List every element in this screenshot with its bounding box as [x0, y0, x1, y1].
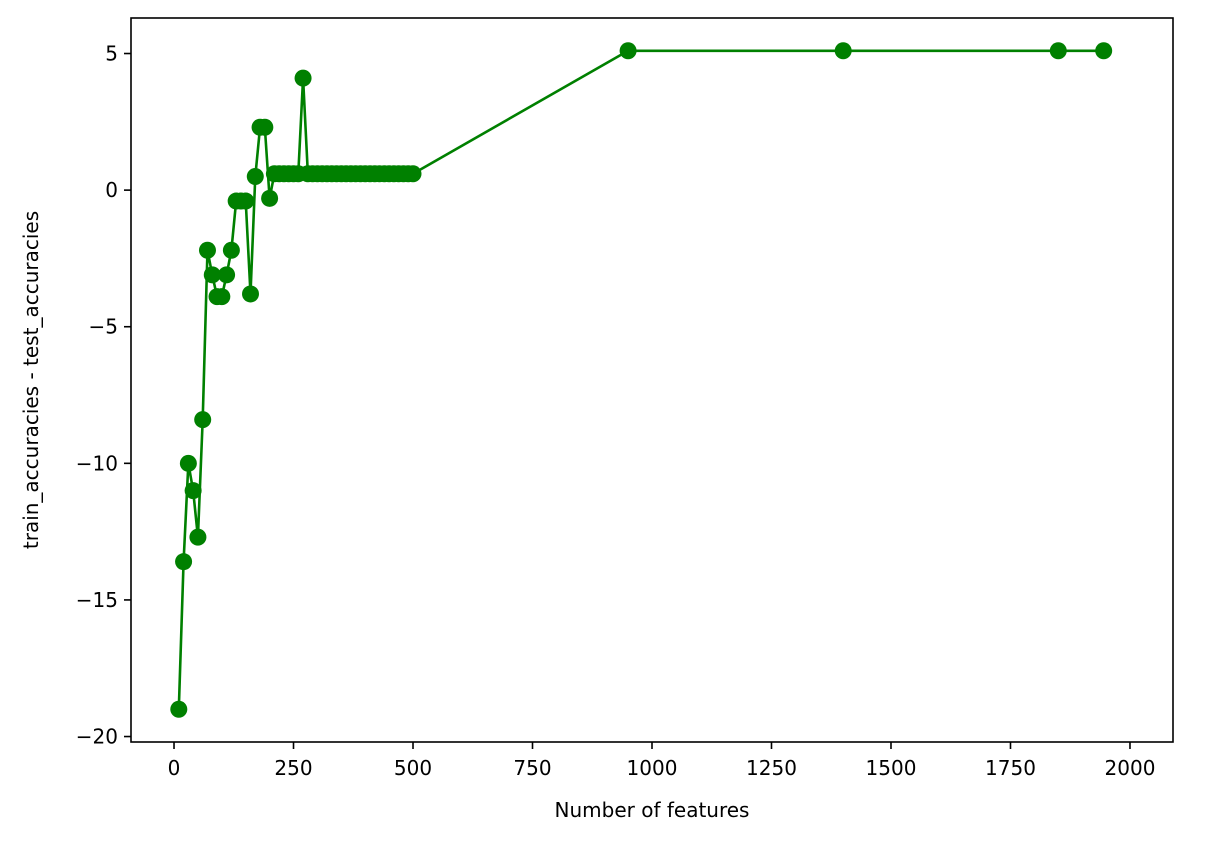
data-point	[203, 266, 221, 284]
y-tick-label: 5	[105, 42, 118, 66]
data-point	[184, 482, 202, 500]
y-tick-label: −5	[89, 315, 118, 339]
data-point	[1049, 42, 1067, 60]
y-axis-title: train_accuracies - test_accuracies	[19, 211, 43, 549]
data-point	[198, 241, 216, 259]
data-point	[222, 241, 240, 259]
data-point	[218, 266, 236, 284]
y-tick-label: −10	[76, 451, 118, 475]
data-point	[256, 118, 274, 136]
data-point	[404, 165, 422, 183]
x-tick-label: 1500	[866, 756, 917, 780]
x-tick-label: 2000	[1105, 756, 1156, 780]
data-point	[242, 285, 259, 303]
y-tick-label: −15	[76, 588, 118, 612]
axes: 0 250 500 750 1000 1250 1500 1750 2000 5 0 −5 −10 −15…	[76, 17, 1174, 780]
x-tick-label: 1250	[746, 756, 797, 780]
data-point	[189, 528, 207, 546]
data-point	[175, 553, 193, 571]
data-point	[170, 700, 188, 718]
y-tick-label: −20	[76, 725, 118, 749]
x-tick-label: 500	[394, 756, 432, 780]
x-tick-label: 250	[274, 756, 312, 780]
data-point	[179, 454, 197, 472]
data-point	[834, 42, 852, 60]
x-tick-label: 1750	[985, 756, 1036, 780]
data-point	[261, 189, 279, 207]
data-point	[213, 288, 231, 306]
x-tick-label: 1000	[627, 756, 678, 780]
y-tick-label: 0	[105, 178, 118, 202]
x-axis-title: Number of features	[555, 798, 750, 822]
data-point	[194, 411, 212, 429]
data-point	[1095, 42, 1113, 60]
data-point	[237, 192, 255, 210]
data-point	[246, 167, 264, 185]
plot-area	[170, 42, 1113, 718]
x-tick-label: 750	[513, 756, 551, 780]
data-point	[294, 69, 312, 87]
data-point	[619, 42, 637, 60]
x-tick-label: 0	[168, 756, 181, 780]
